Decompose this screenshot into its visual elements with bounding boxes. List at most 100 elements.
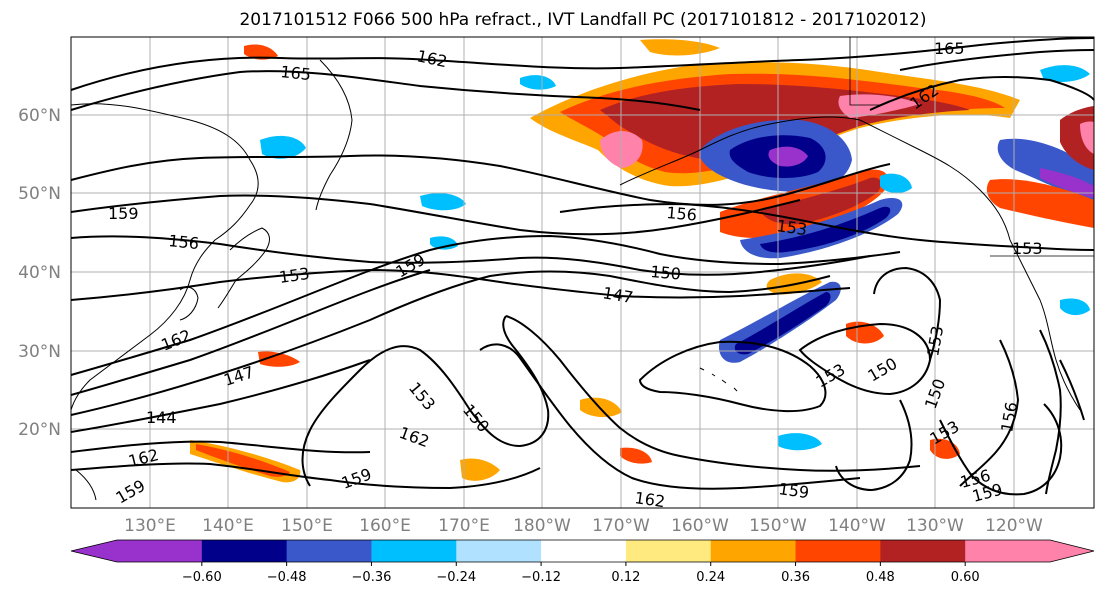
- contour-line: [70, 194, 801, 236]
- shade-negative: [260, 135, 306, 159]
- contour-label: 159: [108, 204, 139, 223]
- contour-line: [70, 440, 371, 454]
- contour-label: 156: [168, 231, 200, 253]
- colorbar-segment: [371, 540, 457, 562]
- contour-line: [479, 343, 861, 490]
- shade-negative: [430, 236, 458, 250]
- contour-line: [835, 399, 913, 492]
- lon-label: 180°W: [513, 516, 571, 536]
- shade-negative: [760, 206, 891, 253]
- contour-label: 156: [666, 203, 698, 225]
- colorbar-segment: [880, 540, 966, 562]
- contour-line: [70, 234, 901, 376]
- colorbar-segment: [625, 540, 712, 562]
- colorbar-segments: [117, 540, 1051, 562]
- map-frame: [70, 36, 1095, 509]
- contour-label: 153: [278, 264, 311, 287]
- contour-label: 162: [633, 488, 666, 511]
- colorbar-extend-low: [71, 540, 117, 562]
- contour-line: [70, 235, 871, 276]
- contour-label: 165: [280, 62, 312, 84]
- shade-positive: [1060, 106, 1094, 170]
- shade-positive: [244, 44, 278, 60]
- shade-negative: [1060, 298, 1090, 316]
- colorbar: −0.60 −0.48 −0.36 −0.24 −0.12 0.12 0.24 0.36 0.4…: [70, 539, 1095, 585]
- colorbar-segment: [286, 540, 372, 562]
- colorbar-tick-label: 0.24: [696, 570, 725, 585]
- lon-label: 140°W: [828, 516, 886, 536]
- contour-label: 159: [777, 479, 810, 502]
- colorbar-tick-label: −0.48: [267, 570, 307, 585]
- contour-line: [869, 76, 1095, 111]
- colorbar-segment: [541, 540, 627, 562]
- colorbar-tick-label: −0.36: [352, 570, 392, 585]
- colorbar-tick-label: −0.12: [521, 570, 561, 585]
- colorbar-segment: [456, 540, 542, 562]
- shaded-field: [190, 39, 1094, 483]
- shade-negative: [1040, 168, 1094, 198]
- shade-positive: [620, 447, 652, 464]
- contour-label: 144: [146, 408, 177, 427]
- shade-negative: [520, 75, 556, 90]
- contour-line: [70, 462, 541, 490]
- contour-label: 153: [1012, 239, 1043, 258]
- colorbar-tick-label: 0.36: [781, 570, 810, 585]
- contour-line: [505, 315, 921, 472]
- lon-label: 160°E: [359, 516, 411, 536]
- map-panel: 162 165 165 162 159 156 153 159 156 150 …: [70, 36, 1095, 511]
- coastline-kamchatka: [315, 59, 353, 211]
- colorbar-ticks: −0.60 −0.48 −0.36 −0.24 −0.12 0.12 0.24 0.36 0.4…: [182, 562, 980, 585]
- colorbar-segment: [201, 540, 288, 562]
- contour-line: [939, 403, 1063, 496]
- shade-positive: [460, 458, 500, 481]
- coastline-alaska: [619, 116, 1011, 241]
- shade-negative: [734, 292, 831, 355]
- colorbar-tick-label: 0.12: [611, 570, 640, 585]
- lon-label: 170°W: [592, 516, 650, 536]
- lat-label: 50°N: [18, 184, 61, 204]
- colorbar-segment: [965, 540, 1051, 562]
- contour-line: [70, 270, 831, 416]
- hawaii-islands: [699, 367, 738, 392]
- colorbar-segment: [117, 540, 203, 562]
- lon-label: 150°E: [281, 516, 333, 536]
- lon-label: 160°W: [671, 516, 729, 536]
- lon-label: 130°W: [906, 516, 964, 536]
- contour-line: [638, 340, 827, 413]
- contour-line: [70, 359, 371, 433]
- shade-negative: [778, 433, 822, 451]
- lat-label: 60°N: [18, 106, 61, 126]
- lon-label: 140°E: [202, 516, 254, 536]
- contour-line: [70, 70, 701, 111]
- contour-line: [873, 266, 942, 361]
- colorbar-tick-label: −0.60: [182, 570, 222, 585]
- latitude-labels: 60°N 50°N 40°N 30°N 20°N: [18, 106, 61, 440]
- coastline-philippines: [75, 469, 97, 501]
- colorbar-segment: [795, 540, 881, 562]
- contour-line: [70, 154, 891, 206]
- contour-line: [559, 202, 1095, 251]
- lat-label: 40°N: [18, 263, 61, 283]
- border-alaska: [849, 37, 880, 106]
- colorbar-outline: [70, 539, 1095, 563]
- lat-label: 30°N: [18, 342, 61, 362]
- lon-label: 150°W: [749, 516, 807, 536]
- contour-line: [959, 339, 1020, 487]
- longitude-labels: 130°E 140°E 150°E 160°E 170°E 180°W 170°…: [124, 516, 1043, 536]
- contours: [70, 37, 1095, 496]
- lon-label: 120°W: [985, 516, 1043, 536]
- shade-positive: [580, 397, 622, 418]
- figure-title: 2017101512 F066 500 hPa refract., IVT La…: [239, 10, 926, 30]
- contour-line: [70, 268, 851, 301]
- lon-label: 130°E: [124, 516, 176, 536]
- shade-negative: [880, 173, 912, 194]
- coastline-namerica: [1009, 239, 1081, 411]
- contour-line: [70, 269, 431, 396]
- colorbar-tick-label: 0.60: [951, 570, 980, 585]
- contour-line: [70, 37, 1095, 91]
- colorbar-extend-high: [1050, 540, 1094, 562]
- shade-positive: [196, 444, 290, 477]
- shade-negative: [1040, 65, 1090, 82]
- shade-positive: [258, 351, 300, 367]
- contour-line: [1039, 329, 1062, 495]
